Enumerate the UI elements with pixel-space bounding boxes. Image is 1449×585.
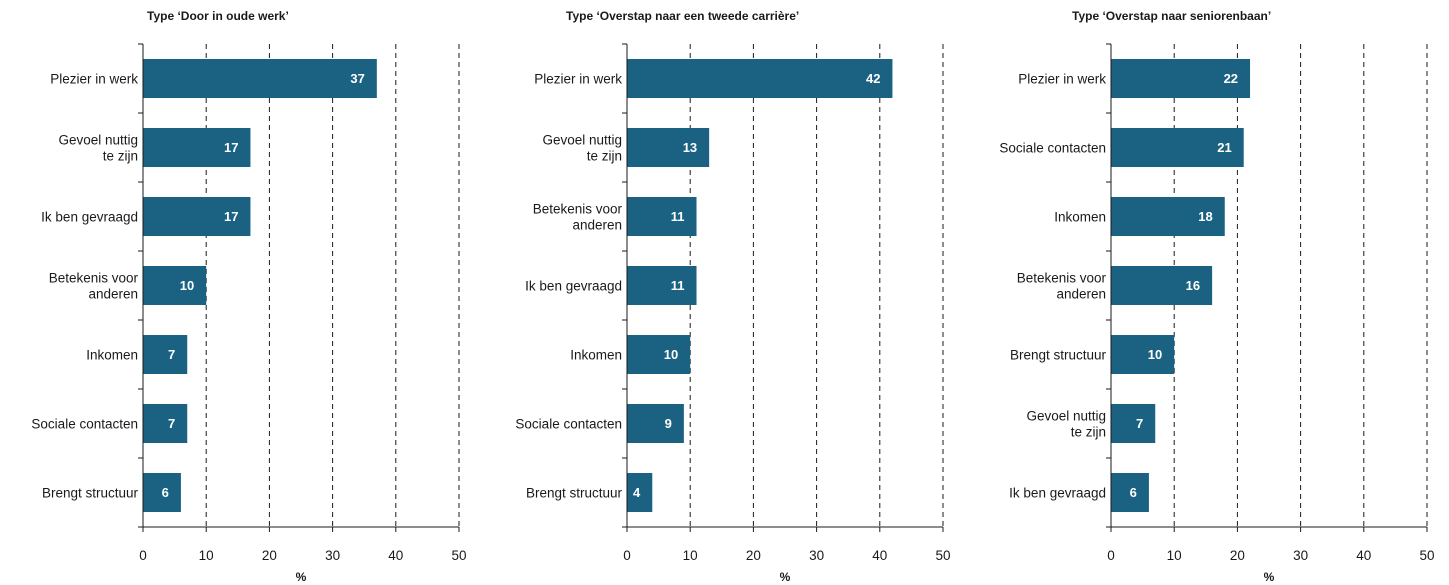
category-label: anderen [1056, 287, 1106, 302]
x-axis-unit: % [1264, 570, 1275, 584]
category-label: Ik ben gevraagd [1009, 486, 1106, 501]
panel-title: Type ‘Overstap naar een tweede carrière’ [566, 9, 799, 23]
bar [627, 473, 653, 512]
bar [627, 197, 697, 236]
category-label: Plezier in werk [534, 72, 622, 87]
category-label: Inkomen [86, 348, 138, 363]
category-label: Betekenis voor [49, 271, 139, 286]
category-label: Gevoel nuttig [58, 133, 138, 148]
x-tick-label: 30 [809, 548, 824, 563]
x-tick-label: 30 [1293, 548, 1308, 563]
bar [627, 266, 697, 305]
bar [143, 59, 377, 98]
bar-value-label: 6 [1130, 485, 1137, 500]
category-label: Sociale contacten [515, 417, 622, 432]
x-tick-label: 20 [746, 548, 761, 563]
bar [627, 404, 684, 443]
bar-value-label: 17 [224, 140, 238, 155]
bar-value-label: 7 [168, 416, 175, 431]
category-label: Sociale contacten [31, 417, 138, 432]
bar-value-label: 4 [633, 485, 641, 500]
x-tick-label: 50 [451, 548, 466, 563]
bar [1111, 59, 1251, 98]
x-tick-label: 0 [623, 548, 631, 563]
bar [1111, 404, 1156, 443]
x-tick-label: 10 [199, 548, 214, 563]
bar [143, 197, 251, 236]
bar [143, 335, 188, 374]
category-label: Ik ben gevraagd [525, 279, 622, 294]
category-label: anderen [88, 287, 138, 302]
bar-value-label: 6 [162, 485, 169, 500]
bar [1111, 128, 1244, 167]
category-label: Plezier in werk [1018, 72, 1106, 87]
bar-value-label: 7 [1136, 416, 1143, 431]
category-label: Brengt structuur [42, 486, 139, 501]
bar [1111, 197, 1225, 236]
category-label: Inkomen [570, 348, 622, 363]
chart-panel-2: Type ‘Overstap naar een tweede carrière’… [515, 9, 950, 584]
x-tick-label: 20 [262, 548, 277, 563]
bar-value-label: 11 [671, 209, 685, 224]
x-tick-label: 40 [872, 548, 887, 563]
bar-value-label: 42 [866, 71, 880, 86]
bar-value-label: 9 [665, 416, 672, 431]
bar-value-label: 13 [683, 140, 697, 155]
bar [143, 266, 207, 305]
bar [143, 404, 188, 443]
x-tick-label: 10 [1167, 548, 1182, 563]
bar-value-label: 16 [1186, 278, 1200, 293]
bar [143, 128, 251, 167]
bar-value-label: 10 [664, 347, 678, 362]
x-tick-label: 50 [935, 548, 950, 563]
x-axis-unit: % [296, 570, 307, 584]
category-label: Plezier in werk [50, 72, 138, 87]
category-label: Brengt structuur [1010, 348, 1107, 363]
category-label: Betekenis voor [1017, 271, 1107, 286]
bar-value-label: 7 [168, 347, 175, 362]
category-label: Brengt structuur [526, 486, 623, 501]
category-label: Gevoel nuttig [1026, 409, 1106, 424]
bar [627, 335, 691, 374]
x-tick-label: 40 [388, 548, 403, 563]
x-tick-label: 40 [1356, 548, 1371, 563]
bar-value-label: 21 [1217, 140, 1231, 155]
category-label: Ik ben gevraagd [41, 210, 138, 225]
category-label: anderen [572, 218, 622, 233]
bar [143, 473, 181, 512]
bar-value-label: 22 [1224, 71, 1238, 86]
bar [1111, 335, 1175, 374]
x-tick-label: 30 [325, 548, 340, 563]
bar-value-label: 10 [1148, 347, 1162, 362]
category-label: te zijn [103, 149, 138, 164]
bar-value-label: 11 [671, 278, 685, 293]
x-tick-label: 0 [1107, 548, 1115, 563]
bar [627, 59, 893, 98]
category-label: Inkomen [1054, 210, 1106, 225]
bar [1111, 266, 1213, 305]
category-label: te zijn [1071, 425, 1106, 440]
x-axis-unit: % [780, 570, 791, 584]
x-tick-label: 10 [683, 548, 698, 563]
bar [627, 128, 710, 167]
chart-panel-1: Type ‘Door in oude werk’ 37 Plezier in wer… [31, 9, 466, 584]
panel-title: Type ‘Door in oude werk’ [147, 9, 289, 23]
panel-title: Type ‘Overstap naar seniorenbaan’ [1072, 9, 1271, 23]
bar [1111, 473, 1149, 512]
bar-value-label: 17 [224, 209, 238, 224]
x-tick-label: 20 [1230, 548, 1245, 563]
category-label: Betekenis voor [533, 202, 623, 217]
category-label: Gevoel nuttig [542, 133, 622, 148]
bar-value-label: 18 [1198, 209, 1212, 224]
bar-value-label: 37 [350, 71, 364, 86]
x-tick-label: 0 [139, 548, 147, 563]
x-tick-label: 50 [1419, 548, 1434, 563]
category-label: te zijn [587, 149, 622, 164]
category-label: Sociale contacten [999, 141, 1106, 156]
bar-value-label: 10 [180, 278, 194, 293]
chart-panel-3: Type ‘Overstap naar seniorenbaan’ 22 Plezi… [999, 9, 1434, 584]
